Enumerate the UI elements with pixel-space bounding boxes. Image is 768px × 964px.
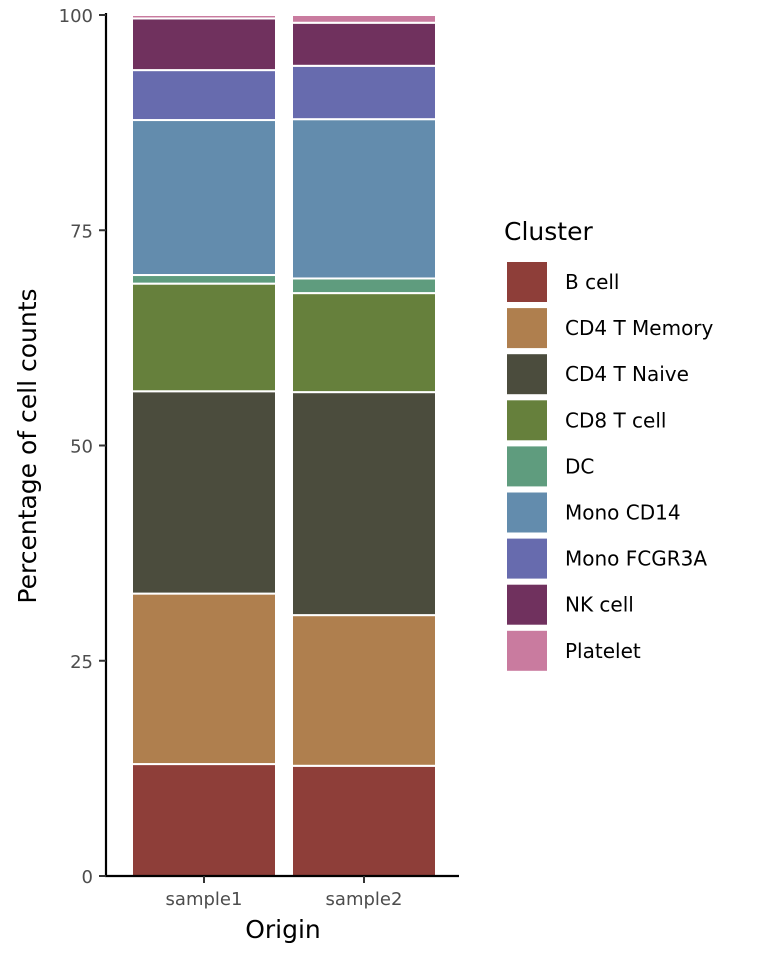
bar-segment-sample1-1	[131, 592, 277, 766]
legend-key	[507, 308, 547, 349]
bar-segment-sample2-4	[291, 277, 437, 295]
bar-segment-sample2-7	[291, 21, 437, 67]
y-ticks: 0 25 50 75 100	[59, 6, 106, 888]
legend-label: NK cell	[565, 593, 634, 617]
legend-key	[507, 630, 547, 671]
legend-label: Mono CD14	[565, 501, 681, 525]
bar-segment-sample1-5	[131, 119, 277, 277]
y-axis-title: Percentage of cell counts	[13, 288, 42, 603]
legend-key	[507, 446, 547, 487]
y-tick-label: 25	[70, 652, 93, 673]
legend-label: CD4 T Naive	[565, 362, 689, 386]
legend-label: CD4 T Memory	[565, 316, 714, 340]
x-ticks: sample1 sample2	[166, 876, 403, 910]
y-tick-label: 50	[70, 437, 93, 458]
bar-segment-sample1-4	[131, 274, 277, 285]
legend-key	[507, 584, 547, 625]
legend-key	[507, 400, 547, 441]
bar-segment-sample2-6	[291, 64, 437, 121]
bar-segment-sample1-8	[131, 14, 277, 20]
legend-key	[507, 262, 547, 302]
bar-segment-sample2-8	[291, 14, 437, 24]
x-tick-label: sample1	[166, 889, 243, 910]
legend-title: Cluster	[504, 217, 593, 246]
bar-segment-sample2-1	[291, 614, 437, 767]
bar-segment-sample2-5	[291, 118, 437, 280]
bar-segment-sample2-0	[291, 764, 437, 877]
bar-segment-sample1-6	[131, 69, 277, 122]
legend-key	[507, 354, 547, 395]
y-tick-label: 100	[59, 6, 93, 27]
bar-segment-sample1-0	[131, 763, 277, 878]
legend-key	[507, 492, 547, 533]
bar-segment-sample2-3	[291, 292, 437, 394]
legend-key	[507, 538, 547, 579]
legend-label: Mono FCGR3A	[565, 547, 707, 571]
bar-segment-sample1-7	[131, 17, 277, 72]
bar-segment-sample1-2	[131, 390, 277, 595]
bar-segment-sample1-3	[131, 282, 277, 393]
legend-label: B cell	[565, 270, 620, 294]
bars-layer	[131, 14, 437, 878]
legend: Cluster B cell CD4 T Memory CD4 T Naive CD8…	[504, 217, 714, 671]
y-tick-label: 75	[70, 221, 93, 242]
legend-label: DC	[565, 454, 594, 478]
bar-segment-sample2-2	[291, 391, 437, 617]
legend-label: CD8 T cell	[565, 408, 666, 432]
y-tick-label: 0	[82, 867, 93, 888]
x-tick-label: sample2	[326, 889, 403, 910]
legend-label: Platelet	[565, 639, 641, 663]
x-axis-title: Origin	[245, 915, 321, 944]
